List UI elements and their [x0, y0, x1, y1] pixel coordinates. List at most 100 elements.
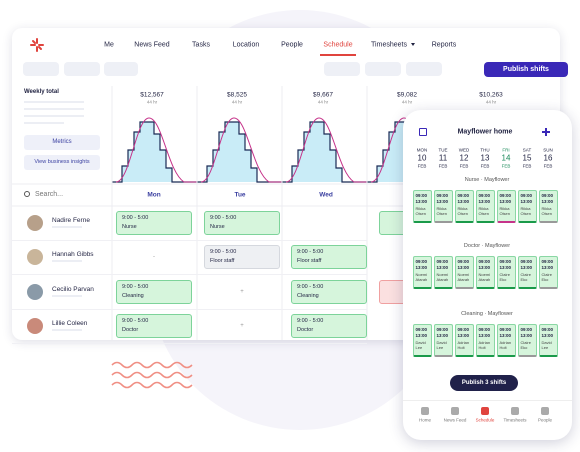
card-start: 09:00 [499, 327, 512, 332]
mini-shift-card[interactable]: 09:00 13:00 David Lee [433, 324, 453, 357]
mini-shift-card[interactable]: 09:00 13:00 Rikka Olsen [412, 190, 432, 223]
card-start: 09:00 [457, 193, 470, 198]
tab-icon[interactable] [421, 407, 429, 415]
mini-shift-card[interactable]: 09:00 13:00 Claire Eko [538, 256, 558, 289]
mini-shift-card[interactable]: 09:00 13:00 Rikka Olsen [433, 190, 453, 223]
row-divider [12, 309, 367, 310]
calendar-icon[interactable] [419, 128, 427, 136]
mini-shift-card[interactable]: 09:00 13:00 Adrian Holt [496, 324, 516, 357]
shift-card[interactable]: 9:00 - 5:00 Nurse [204, 211, 280, 235]
card-start: 09:00 [520, 259, 533, 264]
card-start: 09:00 [541, 259, 554, 264]
shift-time: 9:00 - 5:00 [210, 249, 237, 255]
mini-shift-card[interactable]: 09:00 13:00 Noemi Atarah [454, 256, 474, 289]
tab-label[interactable]: Schedule [475, 417, 495, 423]
shift-card[interactable]: 9:00 - 5:00 Cleaning [291, 280, 367, 304]
tab-icon[interactable] [451, 407, 459, 415]
tab-label[interactable]: Home [418, 417, 432, 423]
tab-icon[interactable] [541, 407, 549, 415]
tab-label[interactable]: People [537, 417, 553, 423]
shift-card[interactable]: 9:00 - 5:00 Doctor [291, 314, 367, 338]
total-cost: $10,263 [479, 91, 503, 99]
nav-item[interactable]: Timesheets [371, 41, 407, 49]
mini-shift-card[interactable]: 09:00 13:00 Adrian Holt [454, 324, 474, 357]
nav-item[interactable]: Location [232, 41, 260, 49]
card-end: 13:00 [541, 199, 554, 204]
empty-cell[interactable]: + [240, 323, 244, 329]
shift-card[interactable]: 9:00 - 5:00 Nurse [116, 211, 192, 235]
phone-title: Mayflower home [457, 128, 513, 136]
shift-card[interactable]: 9:00 - 5:00 Floor staff [291, 245, 367, 269]
shift-role: Cleaning [122, 293, 144, 299]
day-date: 11 [438, 153, 448, 163]
tab-icon[interactable] [481, 407, 489, 415]
shift-card[interactable]: 9:00 - 5:00 Cleaning [116, 280, 192, 304]
mini-shift-card[interactable]: 09:00 13:00 Rikka Olsen [454, 190, 474, 223]
day-month: FEB [522, 163, 532, 169]
nav-underline [320, 54, 356, 56]
section-label: Nurse · Mayflower [464, 177, 510, 183]
mini-shift-card[interactable]: 09:00 13:00 Claire Eko [496, 256, 516, 289]
add-plus-v [545, 127, 547, 136]
publish-3-button[interactable]: Publish 3 shifts [450, 375, 518, 391]
mini-shift-card[interactable]: 09:00 13:00 Noemi Atarah [412, 256, 432, 289]
mini-shift-card[interactable]: 09:00 13:00 David Lee [538, 324, 558, 357]
mini-shift-card[interactable]: 09:00 13:00 Claire Eko [517, 324, 537, 357]
card-name: Rikka Olsen [436, 206, 447, 216]
card-end: 13:00 [436, 333, 449, 338]
empty-cell[interactable]: + [240, 289, 244, 295]
card-start: 09:00 [541, 193, 554, 198]
mini-shift-card[interactable]: 09:00 13:00 Noemi Atarah [433, 256, 453, 289]
card-name: Noemi Atarah [436, 272, 449, 282]
mini-shift-card[interactable]: 09:00 13:00 Noemi Atarah [475, 256, 495, 289]
day-month: FEB [543, 163, 553, 169]
shift-time: 9:00 - 5:00 [122, 318, 149, 324]
card-name: Noemi Atarah [478, 272, 491, 282]
metrics-button[interactable]: Metrics [24, 135, 100, 150]
phone: Mayflower home MON 10 FEB TUE 11 FEB WED 12 FEB TH… [403, 110, 572, 440]
tab-icon[interactable] [511, 407, 519, 415]
card-name: David Lee [436, 340, 447, 350]
dropdown-caret [411, 43, 415, 46]
card-end: 13:00 [520, 333, 533, 338]
card-end: 13:00 [415, 265, 428, 270]
insights-button[interactable]: View business insights [24, 155, 100, 170]
card-end: 13:00 [499, 199, 512, 204]
mini-shift-card[interactable]: 09:00 13:00 Rikka Olsen [475, 190, 495, 223]
nav-item[interactable]: Tasks [192, 41, 210, 49]
row-divider [12, 240, 367, 241]
mini-shift-card[interactable]: 09:00 13:00 Rikka Olsen [517, 190, 537, 223]
publish-button[interactable]: Publish shifts [484, 62, 568, 77]
placeholder-pill [64, 62, 100, 76]
card-name: Adrian Holt [457, 340, 470, 350]
mini-shift-card[interactable]: 09:00 13:00 Rikka Olsen [496, 190, 516, 223]
empty-cell[interactable]: - [153, 254, 155, 260]
mini-shift-card[interactable]: 09:00 13:00 Rikka Olsen [538, 190, 558, 223]
nav-item[interactable]: News Feed [134, 41, 170, 49]
nav-item[interactable]: Me [104, 41, 114, 49]
shift-card[interactable]: 9:00 - 5:00 Floor staff [204, 245, 280, 269]
card-name: David Lee [415, 340, 426, 350]
shift-time: 9:00 - 5:00 [297, 318, 324, 324]
card-name: Claire Eko [520, 340, 531, 350]
nav-item[interactable]: People [281, 41, 303, 49]
nav-item[interactable]: Reports [431, 41, 457, 49]
placeholder-pill [324, 62, 360, 76]
card-name: Claire Eko [499, 272, 510, 282]
card-name: Rikka Olsen [457, 206, 468, 216]
mini-shift-card[interactable]: 09:00 13:00 Claire Eko [517, 256, 537, 289]
tab-label[interactable]: News Feed [443, 417, 467, 423]
placeholder-line [24, 122, 64, 124]
search-input[interactable]: Search... [35, 191, 64, 198]
mini-shift-card[interactable]: 09:00 13:00 Adrian Holt [475, 324, 495, 357]
shift-card[interactable]: 9:00 - 5:00 Doctor [116, 314, 192, 338]
mini-shift-card[interactable]: 09:00 13:00 David Lee [412, 324, 432, 357]
day-dow: TUE [438, 147, 448, 153]
shift-time: 9:00 - 5:00 [122, 284, 149, 290]
placeholder-line [52, 226, 82, 228]
card-start: 09:00 [436, 193, 449, 198]
card-start: 09:00 [499, 259, 512, 264]
nav-item[interactable]: Schedule [323, 41, 353, 49]
tab-label[interactable]: Timesheets [503, 417, 527, 423]
